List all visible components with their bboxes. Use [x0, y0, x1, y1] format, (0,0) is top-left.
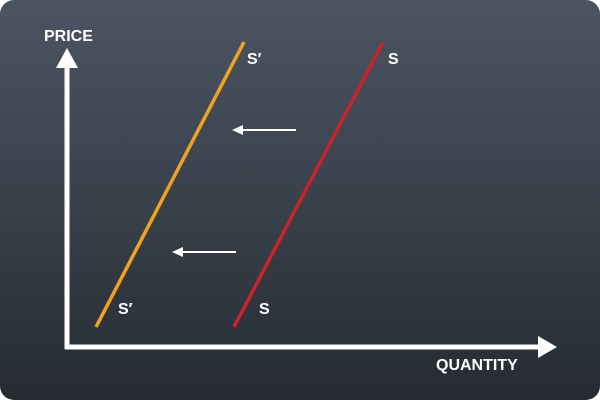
supply-curve-s-prime: [94, 41, 246, 328]
y-axis-label: PRICE: [44, 28, 93, 45]
shift-arrow-upper: [232, 125, 296, 135]
shift-arrow-lower: [172, 247, 236, 257]
y-axis-arrowhead-icon: [56, 48, 78, 68]
supply-curve-s-top-label: S: [388, 51, 399, 68]
left-arrow-icon: [172, 247, 183, 257]
x-axis-label: QUANTITY: [436, 357, 518, 374]
supply-curve-s-prime-top-label: S′: [247, 51, 262, 68]
y-axis: [56, 48, 78, 349]
supply-curve-s-bottom-label: S: [259, 301, 270, 318]
supply-curve-s-prime-bottom-label: S′: [118, 301, 133, 318]
x-axis: [65, 336, 557, 358]
x-axis-arrowhead-icon: [538, 336, 557, 358]
left-arrow-icon: [232, 125, 243, 135]
supply-curve-s: [232, 41, 385, 328]
